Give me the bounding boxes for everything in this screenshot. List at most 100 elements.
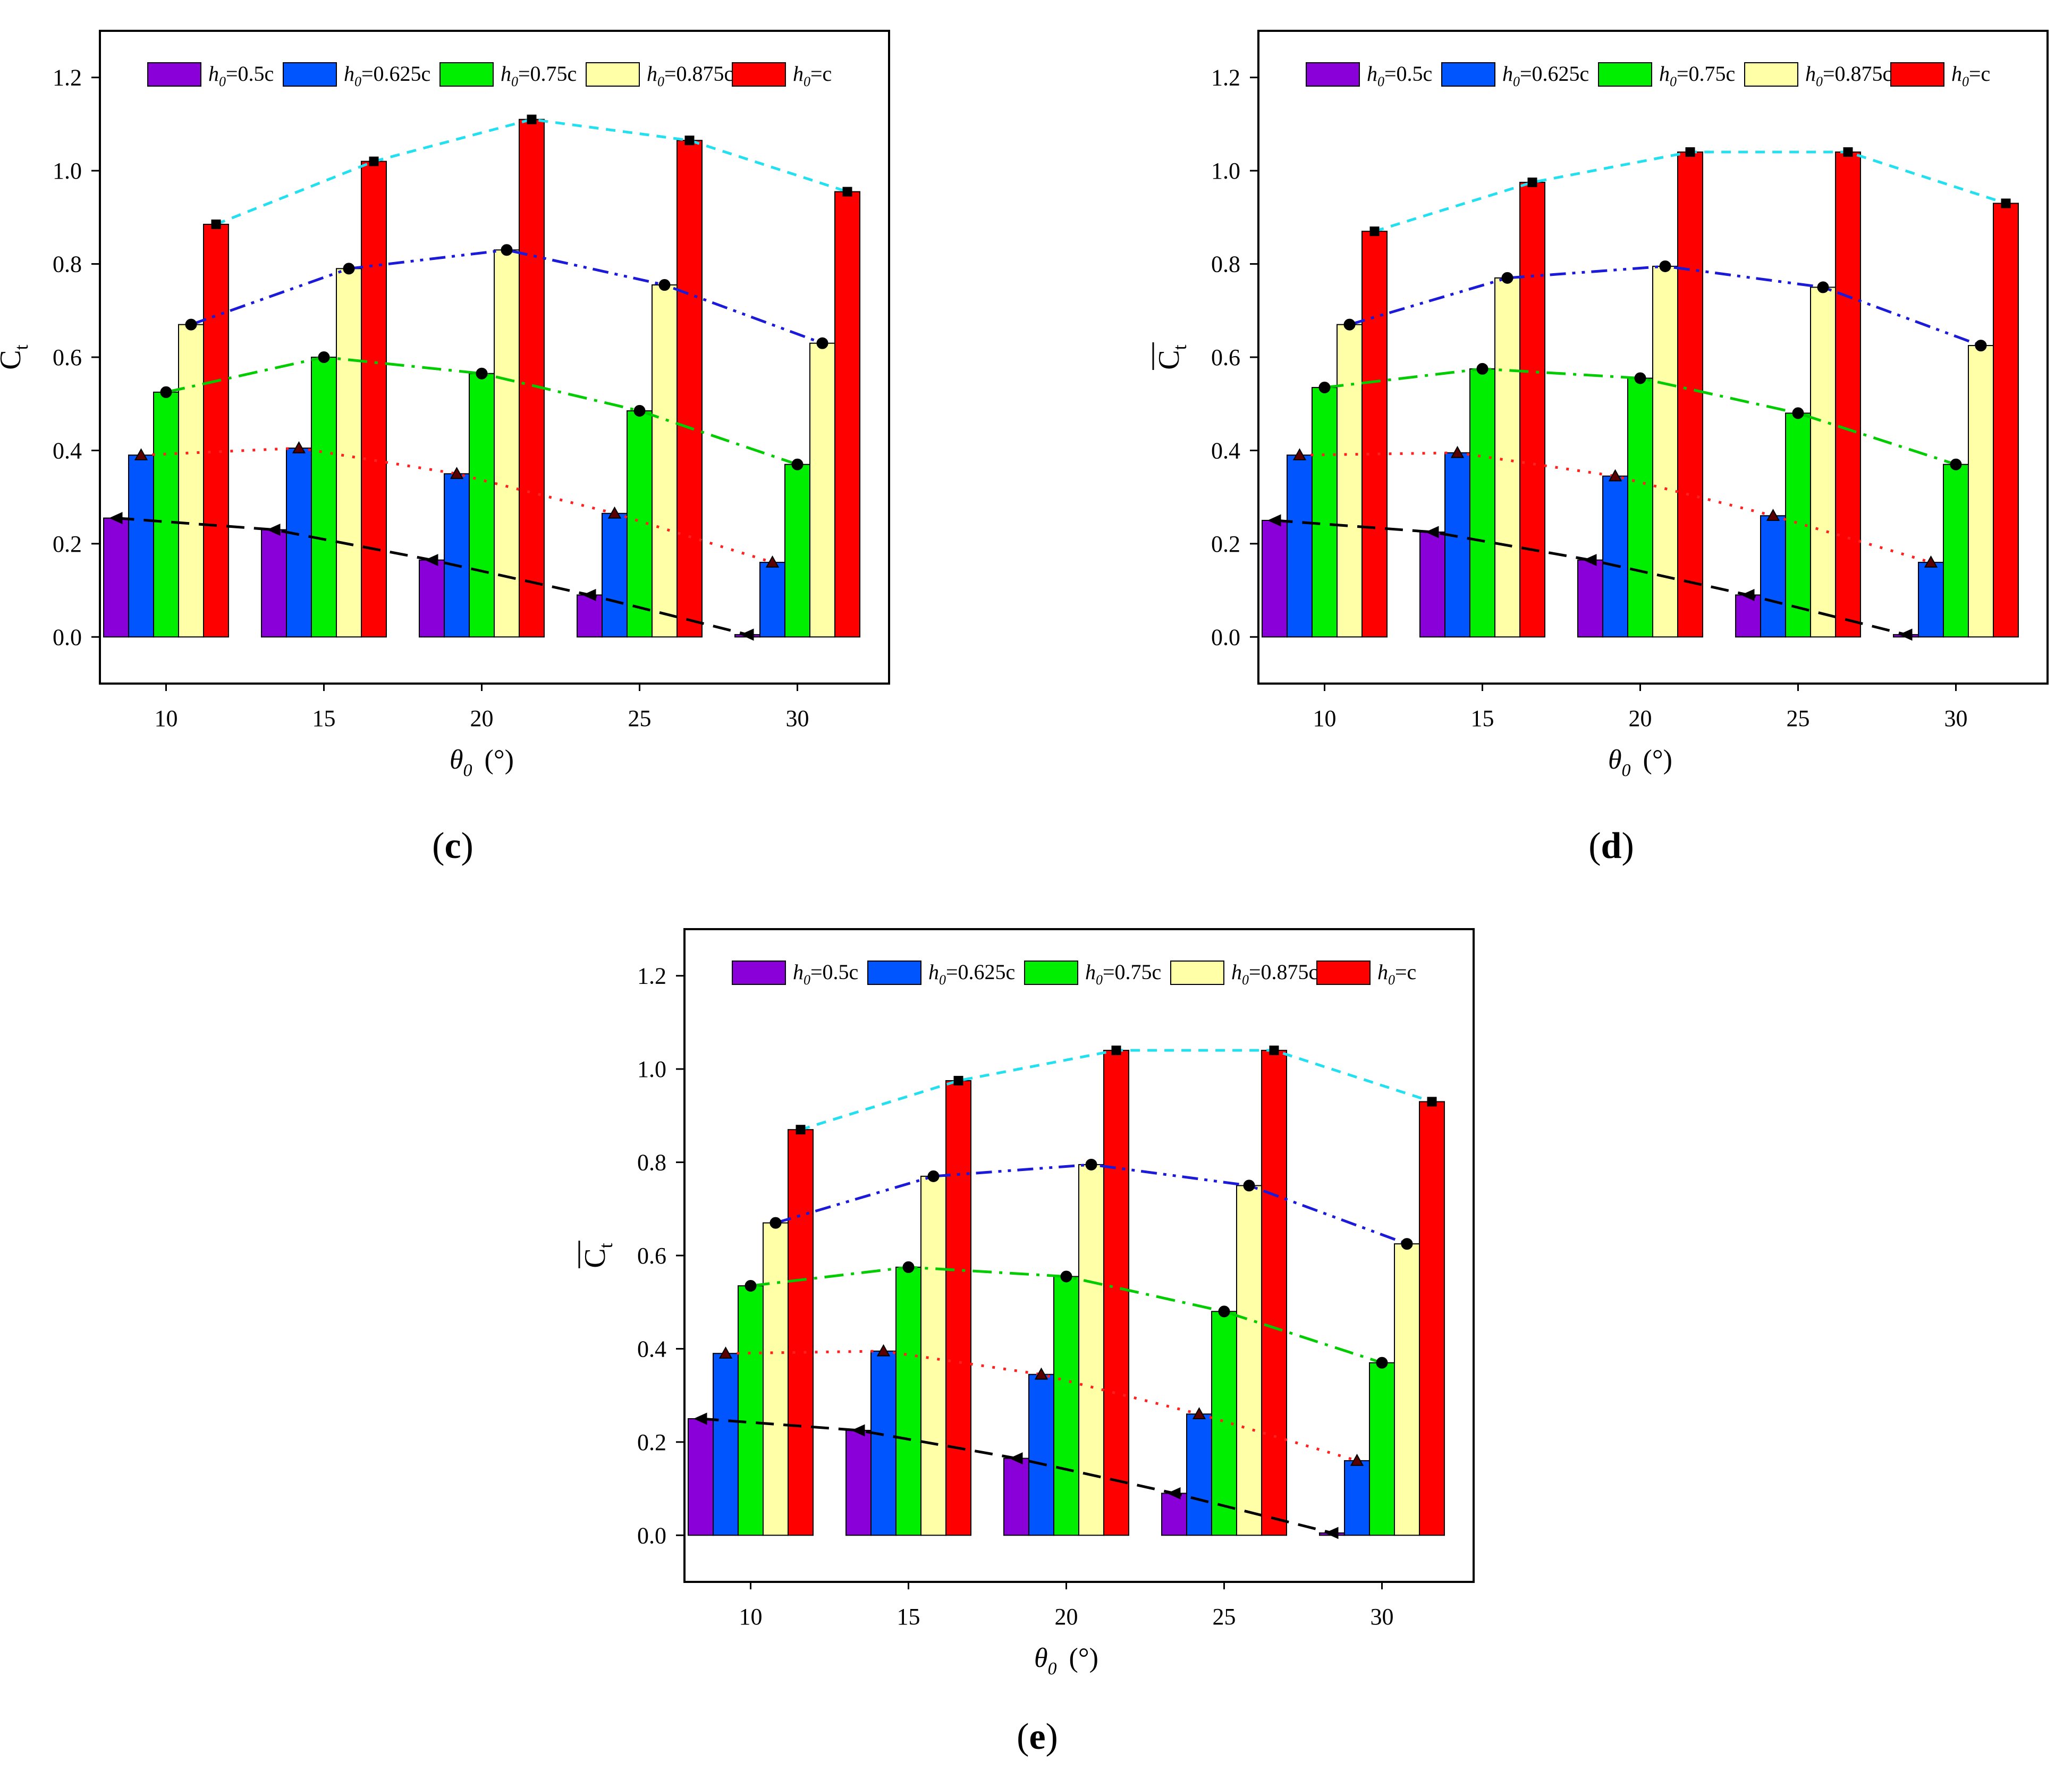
data-point-marker	[1924, 555, 1938, 568]
bar	[128, 454, 154, 638]
x-tick-label: 30	[1371, 1604, 1394, 1630]
legend-swatch	[283, 62, 337, 87]
legend-label: h0=0.75c	[1659, 62, 1735, 89]
data-point-marker	[582, 588, 596, 601]
bar	[1918, 561, 1944, 638]
bar	[1186, 1413, 1212, 1536]
data-point-marker	[1111, 1046, 1121, 1056]
bar	[845, 1429, 872, 1536]
bar	[1053, 1276, 1079, 1536]
plot-frame	[99, 30, 890, 685]
legend-swatch	[1306, 62, 1360, 87]
legend-swatch	[1598, 62, 1652, 87]
bar	[652, 284, 678, 638]
y-tick-label: 1.2	[1211, 65, 1240, 91]
bar	[1444, 452, 1470, 638]
bar	[1236, 1185, 1262, 1536]
bar	[178, 324, 204, 638]
data-point-marker	[769, 1217, 782, 1229]
bar	[1519, 182, 1545, 638]
data-point-marker	[1318, 382, 1331, 394]
bar	[1394, 1243, 1420, 1536]
data-point-marker	[1975, 340, 1987, 352]
bar	[1287, 454, 1313, 638]
bar	[311, 357, 337, 638]
data-point-marker	[1634, 372, 1646, 384]
data-point-marker	[1476, 363, 1489, 375]
data-point-marker	[527, 114, 537, 124]
bar	[895, 1266, 921, 1536]
bar	[286, 448, 312, 638]
data-point-marker	[343, 263, 355, 275]
x-tick-label: 20	[1629, 705, 1652, 731]
legend-swatch	[439, 62, 494, 87]
y-tick-label: 0.4	[637, 1336, 666, 1362]
bar	[809, 342, 835, 638]
series-line	[165, 356, 798, 466]
bar	[1161, 1493, 1187, 1536]
bar	[519, 119, 545, 638]
legend-label: h0=0.5c	[1367, 62, 1432, 89]
data-point-marker	[633, 405, 646, 417]
legend-swatch	[732, 961, 786, 985]
y-tick-label: 0.8	[1211, 251, 1240, 277]
y-axis-title-text: Ct	[0, 344, 32, 369]
caption-c: (c)	[400, 825, 506, 867]
bar	[1419, 1101, 1445, 1536]
legend-swatch	[1744, 62, 1798, 87]
data-point-marker	[1167, 1487, 1181, 1500]
legend-label: h0=0.625c	[1502, 62, 1589, 89]
bar	[577, 594, 603, 638]
series-line	[141, 447, 773, 564]
data-point-marker	[1792, 407, 1804, 419]
data-point-marker	[658, 279, 671, 291]
data-point-marker	[450, 467, 464, 479]
legend-label: h0=0.875c	[1805, 62, 1892, 89]
x-tick-label: 10	[1313, 705, 1337, 731]
plot-frame	[1257, 30, 2049, 685]
x-axis-title: θ0 (°)	[450, 745, 514, 780]
legend-swatch	[867, 961, 921, 985]
legend-swatch	[1890, 62, 1944, 87]
bar	[1261, 1050, 1287, 1536]
chart-panel-c: 0.0 0.2 0.4 0.6 0.8 1.0 1.2 10 15 20 25 30 θ0 (°) Ct h…	[0, 30, 890, 780]
legend-label: h0=c	[1377, 960, 1416, 988]
bar	[602, 512, 628, 638]
bar	[1652, 265, 1678, 638]
bar	[1344, 1460, 1370, 1536]
data-point-marker	[1766, 509, 1780, 521]
legend-label: h0=0.625c	[928, 960, 1015, 988]
x-axis-title: θ0 (°)	[1608, 745, 1672, 780]
y-tick-label: 0.6	[1211, 344, 1240, 370]
data-point-marker	[607, 506, 622, 519]
data-point-marker	[1899, 628, 1913, 641]
bar	[784, 464, 810, 638]
bar	[1835, 151, 1861, 638]
data-point-marker	[1685, 147, 1695, 157]
y-tick-label: 1.2	[637, 963, 666, 989]
legend-swatch	[1024, 961, 1078, 985]
data-point-marker	[1425, 526, 1439, 538]
caption-close: )	[461, 825, 473, 866]
series-line	[1324, 367, 1957, 466]
data-point-marker	[1401, 1238, 1413, 1250]
bar	[945, 1080, 971, 1536]
data-point-marker	[1192, 1407, 1206, 1420]
data-point-marker	[1741, 588, 1755, 601]
data-point-marker	[1369, 226, 1380, 237]
bar	[469, 373, 495, 638]
x-tick-label: 15	[312, 705, 336, 731]
legend-label: h0=0.875c	[647, 62, 733, 89]
x-tick-label: 15	[897, 1604, 920, 1630]
data-point-marker	[1608, 469, 1622, 482]
x-axis-title: θ0 (°)	[1034, 1643, 1098, 1679]
legend-label: h0=0.5c	[793, 960, 858, 988]
data-point-marker	[745, 1280, 757, 1292]
bar	[153, 391, 179, 638]
bar	[1262, 520, 1288, 638]
data-point-marker	[369, 156, 379, 166]
data-point-marker	[765, 555, 780, 568]
legend-label: h0=0.5c	[208, 62, 274, 89]
bar	[261, 529, 287, 638]
data-point-marker	[953, 1076, 963, 1086]
